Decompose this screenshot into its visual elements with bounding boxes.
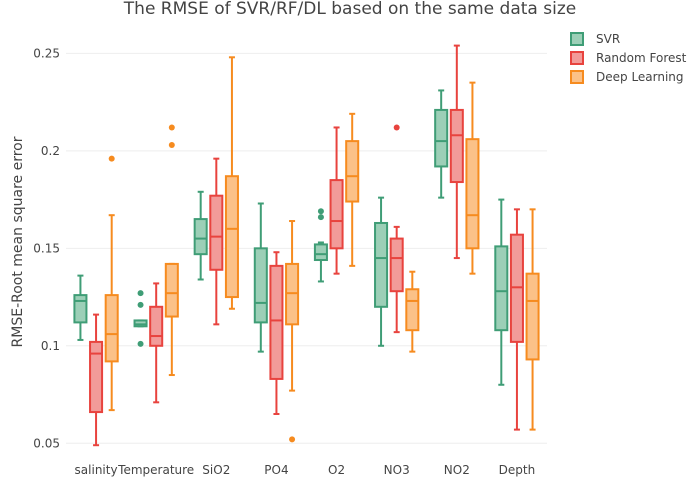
box-iqr <box>374 221 389 308</box>
box-iqr <box>164 262 179 318</box>
y-axis: 0.05 0.1 0.15 0.2 0.25 <box>33 46 60 450</box>
y-tick-label: 0.1 <box>41 339 60 353</box>
box-deep-learning[interactable] <box>285 220 300 443</box>
box-iqr <box>104 294 119 363</box>
x-tick-label: Temperature <box>117 463 194 477</box>
box-svr[interactable] <box>494 198 509 386</box>
outlier-point <box>317 214 324 221</box>
box-iqr <box>449 108 464 184</box>
box-iqr <box>224 175 239 299</box>
legend-label: SVR <box>596 32 620 46</box>
box-iqr <box>73 294 88 324</box>
box-random-forest[interactable] <box>509 208 524 431</box>
box-deep-learning[interactable] <box>525 208 540 431</box>
box-svr[interactable] <box>374 196 389 347</box>
box-deep-learning[interactable] <box>104 155 119 412</box>
x-tick-label: Depth <box>499 463 536 477</box>
box-iqr <box>345 140 360 203</box>
box-iqr <box>465 138 480 250</box>
legend-swatch <box>570 70 584 84</box>
box-random-forest[interactable] <box>209 157 224 326</box>
x-tick-label: SiO2 <box>202 463 230 477</box>
x-tick-label: NO3 <box>384 463 410 477</box>
box-random-forest[interactable] <box>149 282 164 404</box>
outlier-point <box>137 340 144 347</box>
outlier-point <box>168 124 175 131</box>
legend-swatch <box>570 51 584 65</box>
legend-item-svr[interactable]: SVR <box>570 32 620 46</box>
box-iqr <box>494 245 509 332</box>
outlier-point <box>108 155 115 162</box>
outlier-point <box>137 290 144 297</box>
box-deep-learning[interactable] <box>465 81 480 275</box>
legend[interactable]: SVR Random Forest Deep Learning <box>570 32 687 84</box>
outlier-point <box>137 301 144 308</box>
legend-item-deep-learning[interactable]: Deep Learning <box>570 70 684 84</box>
plot-area <box>73 44 540 447</box>
box-random-forest[interactable] <box>89 313 104 447</box>
box-iqr <box>389 237 404 293</box>
box-iqr <box>434 108 449 168</box>
box-iqr <box>313 243 328 262</box>
x-tick-label: NO2 <box>444 463 470 477</box>
box-iqr <box>193 218 208 256</box>
box-svr[interactable] <box>193 190 208 281</box>
y-axis-title: RMSE-Root mean square error <box>10 136 26 347</box>
box-iqr <box>149 305 164 347</box>
outlier-point <box>317 208 324 215</box>
box-iqr <box>269 264 284 380</box>
box-random-forest[interactable] <box>449 44 464 260</box>
y-tick-label: 0.15 <box>33 241 60 255</box>
box-iqr <box>209 194 224 271</box>
y-tick-label: 0.2 <box>41 144 60 158</box>
x-tick-label: O2 <box>328 463 345 477</box>
box-deep-learning[interactable] <box>345 112 360 267</box>
box-deep-learning[interactable] <box>164 124 179 377</box>
outlier-point <box>393 124 400 131</box>
box-iqr <box>89 340 104 414</box>
box-deep-learning[interactable] <box>405 270 420 353</box>
outlier-point <box>168 142 175 149</box>
box-iqr <box>405 288 420 332</box>
legend-swatch <box>570 32 584 46</box>
box-random-forest[interactable] <box>389 124 404 334</box>
box-iqr <box>525 272 540 361</box>
box-svr[interactable] <box>253 202 268 353</box>
box-random-forest[interactable] <box>269 251 284 416</box>
y-tick-label: 0.25 <box>33 46 60 60</box>
outlier-point <box>289 436 296 443</box>
box-svr[interactable] <box>133 290 148 347</box>
legend-label: Deep Learning <box>596 70 684 84</box>
box-iqr <box>253 247 268 324</box>
y-tick-label: 0.05 <box>33 436 60 450</box>
x-tick-label: PO4 <box>264 463 288 477</box>
x-axis: salinity Temperature SiO2 PO4 O2 NO3 NO2 Depth <box>75 463 536 477</box>
legend-item-random-forest[interactable]: Random Forest <box>570 51 687 65</box>
legend-label: Random Forest <box>596 51 687 65</box>
box-iqr <box>329 179 344 250</box>
box-random-forest[interactable] <box>329 126 344 275</box>
box-svr[interactable] <box>313 208 328 283</box>
box-svr[interactable] <box>434 89 449 199</box>
box-svr[interactable] <box>73 274 88 341</box>
box-deep-learning[interactable] <box>224 56 239 310</box>
x-tick-label: salinity <box>75 463 118 477</box>
chart-title: The RMSE of SVR/RF/DL based on the same … <box>123 0 576 19</box>
